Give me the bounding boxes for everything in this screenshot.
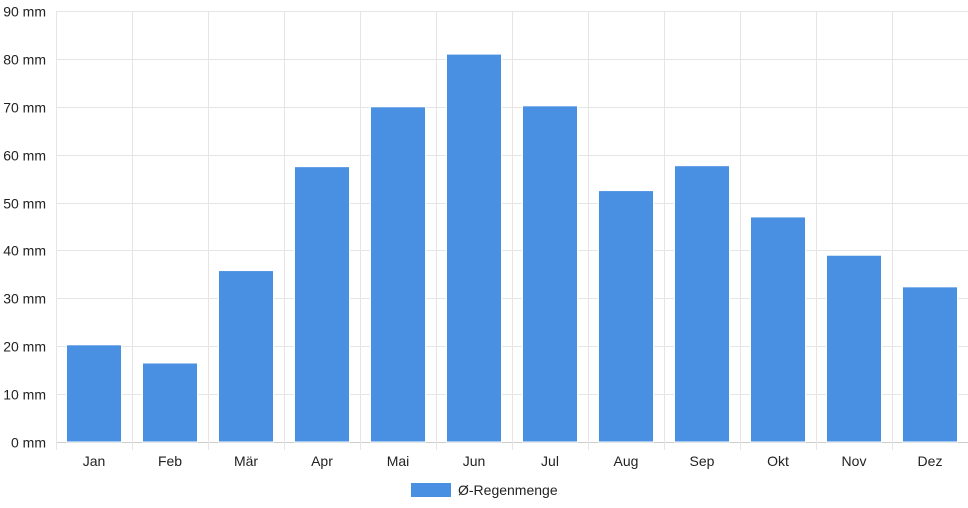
- x-tick-label: Mär: [234, 453, 258, 469]
- legend-swatch[interactable]: [411, 483, 451, 497]
- bar-sep[interactable]: [674, 165, 730, 443]
- x-tick-label: Dez: [918, 453, 943, 469]
- x-tick-label: Feb: [158, 453, 182, 469]
- bar-okt[interactable]: [750, 216, 806, 443]
- x-tick-label: Apr: [311, 453, 333, 469]
- x-tick-label: Jun: [463, 453, 486, 469]
- x-tick-label: Aug: [614, 453, 639, 469]
- bar-jun[interactable]: [446, 53, 502, 443]
- legend[interactable]: Ø-Regenmenge: [411, 482, 558, 498]
- x-tick-label: Nov: [842, 453, 867, 469]
- y-tick-label: 50 mm: [3, 196, 46, 212]
- bar-aug[interactable]: [598, 190, 654, 443]
- x-tick-label: Sep: [690, 453, 715, 469]
- y-tick-label: 60 mm: [3, 148, 46, 164]
- x-tick-label: Mai: [387, 453, 410, 469]
- legend-label[interactable]: Ø-Regenmenge: [458, 482, 558, 498]
- y-tick-label: 20 mm: [3, 339, 46, 355]
- x-tick-label: Jul: [541, 453, 559, 469]
- bar-dez[interactable]: [902, 286, 958, 443]
- y-tick-label: 80 mm: [3, 52, 46, 68]
- bar-apr[interactable]: [294, 166, 350, 443]
- bar-mär[interactable]: [218, 270, 274, 443]
- x-axis-ticks: Jan Feb Mär Apr Mai Jun Jul Aug Sep Okt Nov Dez: [83, 453, 943, 469]
- y-tick-label: 30 mm: [3, 291, 46, 307]
- y-tick-label: 0 mm: [11, 435, 46, 451]
- bar-mai[interactable]: [370, 106, 426, 443]
- bar-jan[interactable]: [66, 344, 122, 443]
- bars: [66, 53, 958, 443]
- y-tick-label: 40 mm: [3, 243, 46, 259]
- y-tick-label: 70 mm: [3, 100, 46, 116]
- bar-nov[interactable]: [826, 254, 882, 443]
- x-tick-label: Jan: [83, 453, 106, 469]
- y-tick-label: 90 mm: [3, 4, 46, 20]
- grid-lines: [56, 11, 968, 450]
- y-tick-label: 10 mm: [3, 387, 46, 403]
- bar-feb[interactable]: [142, 362, 198, 443]
- y-axis-ticks: 0 mm 10 mm 20 mm 30 mm 40 mm 50 mm 60 mm 70 mm 8…: [3, 4, 46, 451]
- x-tick-label: Okt: [767, 453, 789, 469]
- bar-jul[interactable]: [522, 105, 578, 443]
